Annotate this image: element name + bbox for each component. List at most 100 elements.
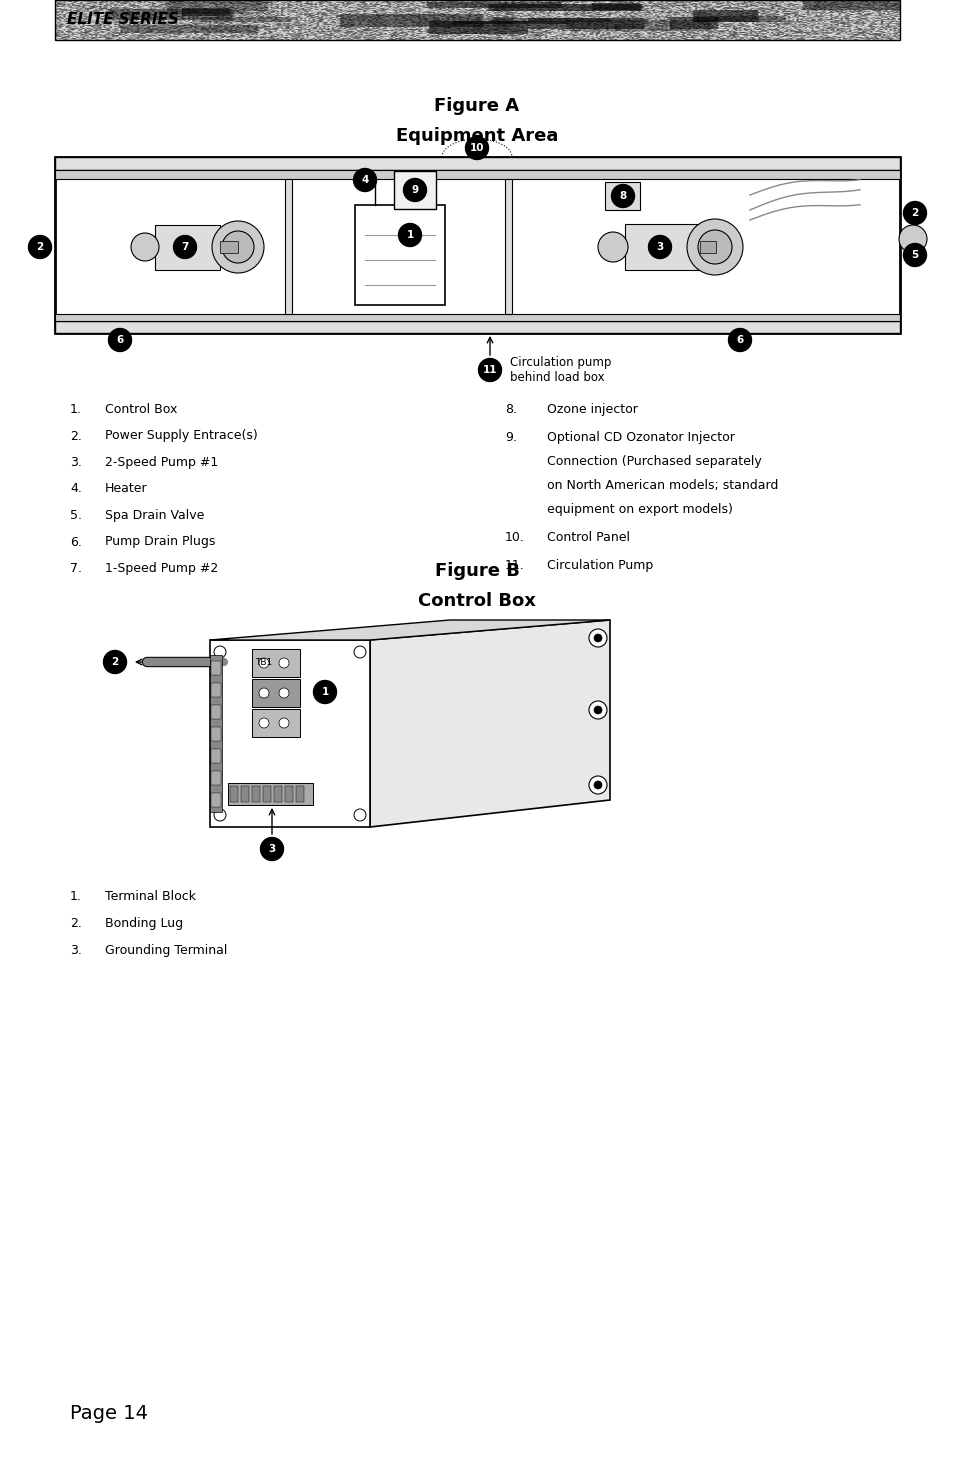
Circle shape	[398, 224, 421, 246]
Bar	[604, 181, 639, 209]
Circle shape	[260, 838, 283, 860]
Circle shape	[29, 236, 51, 258]
Circle shape	[109, 329, 132, 351]
Bar	[211, 771, 221, 785]
Bar	[211, 749, 221, 763]
Circle shape	[278, 687, 289, 698]
Circle shape	[354, 808, 366, 822]
Text: 3.: 3.	[70, 944, 82, 957]
Text: 11: 11	[482, 364, 497, 375]
Bar	[211, 705, 221, 718]
Circle shape	[212, 221, 264, 273]
Text: Control Box: Control Box	[105, 403, 177, 416]
Bar	[211, 727, 221, 740]
Circle shape	[354, 646, 366, 658]
Text: 11.: 11.	[504, 559, 524, 572]
Circle shape	[314, 680, 336, 704]
Text: Bonding Lug: Bonding Lug	[105, 917, 183, 931]
Bar	[55, 322, 899, 333]
Bar	[252, 709, 299, 738]
Text: 2: 2	[910, 208, 918, 218]
Text: 10.: 10.	[504, 531, 524, 544]
Bar	[220, 240, 237, 254]
Text: 8: 8	[618, 190, 626, 201]
Text: 8.: 8.	[504, 403, 517, 416]
Text: 1: 1	[321, 687, 328, 698]
Text: 2-Speed Pump #1: 2-Speed Pump #1	[105, 456, 218, 469]
Text: Pump Drain Plugs: Pump Drain Plugs	[105, 535, 215, 549]
Circle shape	[213, 808, 226, 822]
Circle shape	[278, 718, 289, 729]
Circle shape	[594, 634, 601, 642]
Bar	[55, 156, 899, 333]
Text: 3.: 3.	[70, 456, 82, 469]
Bar	[394, 171, 436, 209]
Circle shape	[258, 718, 269, 729]
Text: Connection (Purchased separately: Connection (Purchased separately	[546, 454, 760, 468]
Bar	[230, 786, 237, 802]
Text: Figure B: Figure B	[435, 562, 518, 580]
Text: 1: 1	[406, 230, 414, 240]
Circle shape	[588, 776, 606, 794]
Polygon shape	[370, 620, 609, 827]
Circle shape	[698, 230, 731, 264]
Text: Control Box: Control Box	[417, 591, 536, 611]
Circle shape	[648, 236, 671, 258]
Bar	[241, 786, 249, 802]
Bar	[274, 786, 282, 802]
Circle shape	[131, 233, 159, 261]
Circle shape	[354, 168, 376, 192]
Polygon shape	[210, 620, 609, 640]
Text: 6.: 6.	[70, 535, 82, 549]
Text: 7.: 7.	[70, 562, 82, 575]
Circle shape	[898, 226, 926, 254]
Text: 1-Speed Pump #2: 1-Speed Pump #2	[105, 562, 218, 575]
Bar	[285, 178, 292, 314]
Text: Spa Drain Valve: Spa Drain Valve	[105, 509, 204, 522]
Text: Equipment Area: Equipment Area	[395, 127, 558, 145]
Circle shape	[103, 650, 127, 674]
Circle shape	[173, 236, 196, 258]
Bar	[252, 786, 260, 802]
Text: 6: 6	[116, 335, 124, 345]
Circle shape	[478, 358, 501, 382]
Bar	[211, 683, 221, 698]
Text: ELITE SERIES: ELITE SERIES	[67, 12, 179, 28]
Bar	[700, 240, 716, 254]
Bar	[355, 205, 444, 305]
Text: Figure A: Figure A	[434, 97, 519, 115]
Circle shape	[594, 707, 601, 714]
Bar	[252, 649, 299, 677]
Text: 9: 9	[411, 184, 418, 195]
Text: Terminal Block: Terminal Block	[105, 889, 195, 903]
Circle shape	[222, 232, 253, 263]
Bar	[228, 783, 313, 805]
Text: on North American models; standard: on North American models; standard	[546, 479, 778, 493]
Bar	[624, 224, 700, 270]
Bar	[55, 314, 899, 322]
Text: 5: 5	[910, 249, 918, 260]
Text: 9.: 9.	[504, 431, 517, 444]
Bar	[55, 170, 899, 178]
Circle shape	[902, 202, 925, 224]
Text: Control Panel: Control Panel	[546, 531, 629, 544]
Bar	[211, 661, 221, 676]
Circle shape	[465, 137, 488, 159]
Circle shape	[598, 232, 627, 263]
Text: 1.: 1.	[70, 889, 82, 903]
Text: 3: 3	[656, 242, 663, 252]
Text: Ozone injector: Ozone injector	[546, 403, 638, 416]
Text: Power Supply Entrace(s): Power Supply Entrace(s)	[105, 429, 257, 442]
Bar	[55, 156, 899, 170]
Circle shape	[213, 646, 226, 658]
Circle shape	[611, 184, 634, 208]
Text: Circulation Pump: Circulation Pump	[546, 559, 653, 572]
Text: 1.: 1.	[70, 403, 82, 416]
Bar	[295, 786, 304, 802]
Text: Optional CD Ozonator Injector: Optional CD Ozonator Injector	[546, 431, 734, 444]
Bar	[285, 786, 293, 802]
Text: equipment on export models): equipment on export models)	[546, 503, 732, 516]
Circle shape	[588, 701, 606, 718]
Text: Page 14: Page 14	[70, 1404, 148, 1423]
Text: 4.: 4.	[70, 482, 82, 496]
